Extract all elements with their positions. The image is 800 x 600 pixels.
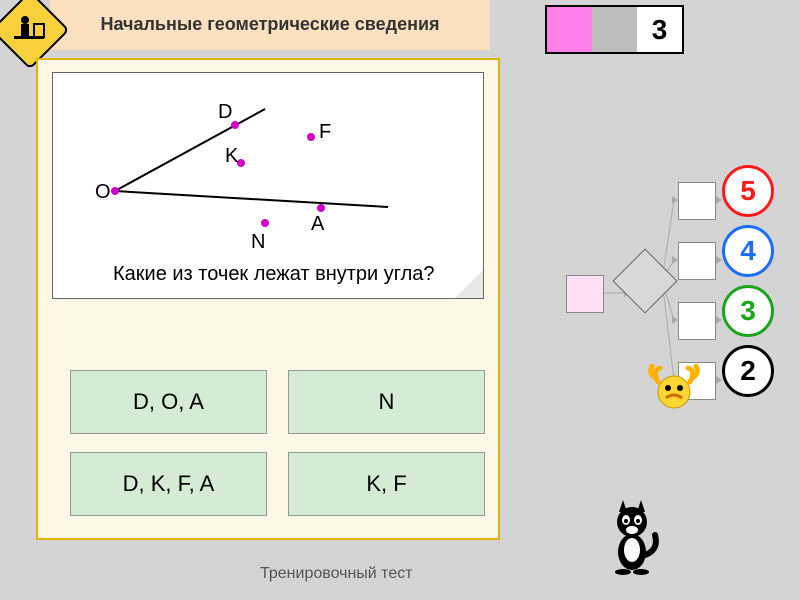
title-bar: Начальные геометрические сведения (50, 0, 490, 50)
score-cell-0 (547, 7, 592, 52)
flow-node-1 (678, 242, 716, 280)
label-O: O (95, 181, 111, 204)
score-circle-3[interactable]: 3 (722, 285, 774, 337)
label-D: D (218, 101, 232, 124)
geometry-diagram (53, 73, 483, 263)
footer-text: Тренировочный тест (260, 565, 413, 583)
score-circle-4[interactable]: 4 (722, 225, 774, 277)
score-cell-1 (592, 7, 637, 52)
flow-decision (612, 248, 677, 313)
answer-button-3[interactable]: K, F (288, 452, 485, 516)
answer-button-2[interactable]: D, K, F, A (70, 452, 267, 516)
question-box: O D A K F N Какие из точек лежат внутри … (52, 72, 484, 299)
page-fold-icon (455, 270, 483, 298)
main-panel: O D A K F N Какие из точек лежат внутри … (36, 58, 500, 540)
page-title: Начальные геометрические сведения (100, 14, 439, 36)
cat-icon (605, 500, 660, 575)
answer-button-0[interactable]: D, O, A (70, 370, 267, 434)
answer-button-1[interactable]: N (288, 370, 485, 434)
question-text: Какие из точек лежат внутри угла? (113, 263, 435, 286)
flow-start (566, 275, 604, 313)
flow-node-0 (678, 182, 716, 220)
label-F: F (319, 121, 331, 144)
smiley-icon (644, 364, 704, 419)
score-circle-5[interactable]: 5 (722, 165, 774, 217)
top-score-panel: 3 (545, 5, 684, 54)
score-cell-2: 3 (637, 7, 682, 52)
label-K: K (225, 145, 238, 168)
label-A: A (311, 213, 324, 236)
label-N: N (251, 231, 265, 254)
score-circle-2[interactable]: 2 (722, 345, 774, 397)
flow-node-2 (678, 302, 716, 340)
